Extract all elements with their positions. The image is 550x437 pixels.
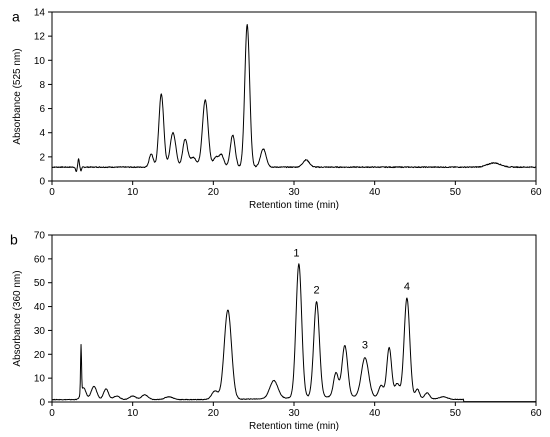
y-tick-label: 10	[34, 56, 46, 67]
x-tick-label: 10	[127, 187, 139, 198]
panel-letter: b	[10, 232, 18, 248]
plot-frame	[51, 234, 537, 403]
y-tick-label: 50	[34, 278, 46, 289]
y-tick-label: 70	[34, 231, 46, 242]
x-axis-label: Retention time (min)	[249, 200, 339, 211]
peak-label-2: 2	[314, 284, 320, 296]
y-tick-label: 0	[39, 177, 45, 188]
x-tick-label: 60	[530, 187, 542, 198]
x-tick-label: 50	[450, 408, 462, 419]
y-tick-label: 0	[39, 398, 45, 409]
y-tick-label: 20	[34, 350, 46, 361]
x-tick-label: 40	[369, 408, 381, 419]
x-tick-label: 50	[450, 187, 462, 198]
peak-label-3: 3	[362, 339, 368, 351]
y-tick-label: 12	[34, 32, 46, 43]
plot-frame	[51, 11, 537, 182]
y-tick-label: 30	[34, 326, 46, 337]
chromatogram-trace	[51, 263, 537, 403]
y-tick-label: 6	[39, 104, 45, 115]
x-tick-label: 20	[208, 408, 220, 419]
x-tick-label: 0	[49, 408, 55, 419]
x-tick-label: 60	[530, 408, 542, 419]
x-tick-label: 10	[127, 408, 139, 419]
y-tick-label: 10	[34, 374, 46, 385]
panel-b: b 0 10 20 30 40 50 60 0 10 20 30 40 50 60 70 Retention t…	[10, 231, 542, 433]
x-tick-label: 40	[369, 187, 381, 198]
y-tick-label: 8	[39, 80, 45, 91]
peak-label-1: 1	[293, 247, 299, 259]
y-axis-label: Absorbance (360 nm)	[12, 270, 23, 366]
x-tick-label: 30	[288, 187, 300, 198]
panel-a: a 0 10 20 30 40 50 60 0 2 4 6 8 10 12 14 Retention time …	[12, 8, 542, 212]
chromatogram-trace	[51, 23, 537, 172]
panel-letter: a	[12, 9, 20, 25]
y-tick-label: 4	[39, 128, 45, 139]
x-tick-label: 20	[208, 187, 220, 198]
y-tick-label: 2	[39, 152, 45, 163]
y-tick-label: 14	[34, 8, 46, 19]
y-axis-label: Absorbance (525 nm)	[12, 48, 23, 144]
y-tick-label: 40	[34, 302, 46, 313]
y-tick-label: 60	[34, 254, 46, 265]
peak-label-4: 4	[404, 281, 410, 293]
x-tick-label: 30	[288, 408, 300, 419]
x-axis-label: Retention time (min)	[249, 421, 339, 432]
x-tick-label: 0	[49, 187, 55, 198]
